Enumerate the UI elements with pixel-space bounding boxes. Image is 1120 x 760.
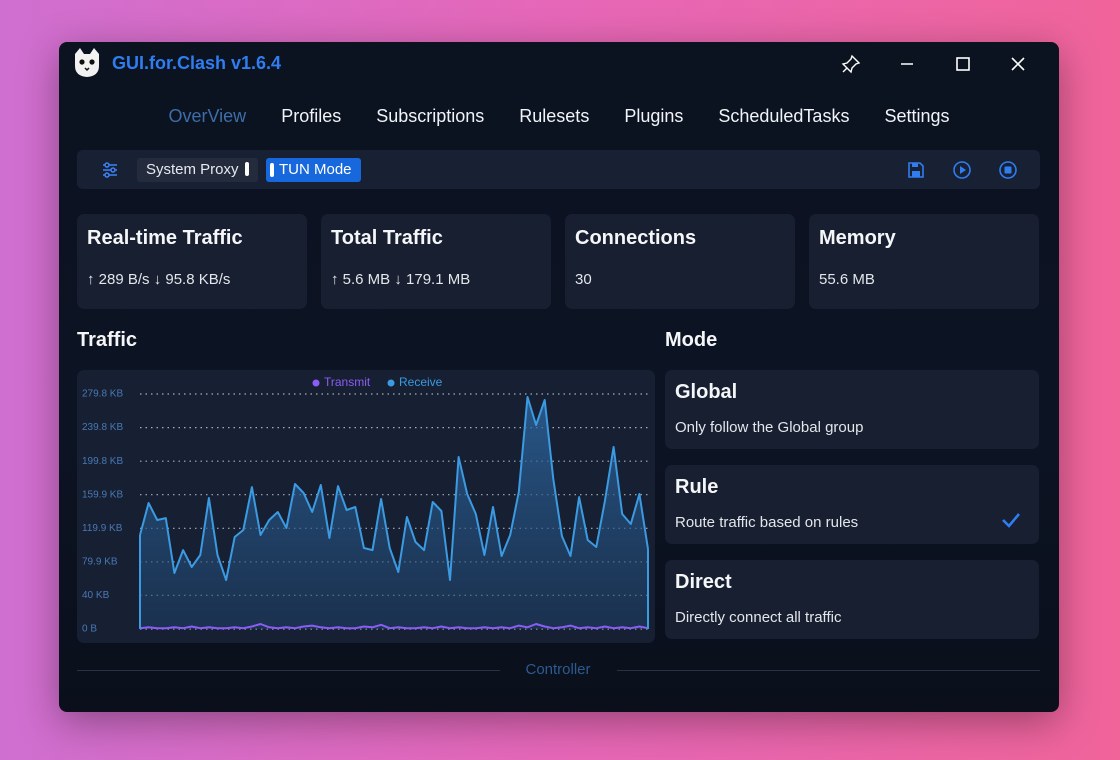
settings-icon[interactable] <box>100 160 120 180</box>
area-fill <box>140 397 648 629</box>
mode-description: Route traffic based on rules <box>675 514 859 531</box>
y-tick-label: 79.9 KB <box>82 557 118 568</box>
nav-item[interactable]: Subscriptions <box>376 106 485 126</box>
stop-button[interactable] <box>998 160 1018 180</box>
legend-label: Receive <box>399 375 443 389</box>
nav-item[interactable]: OverView <box>168 106 247 126</box>
card-value: 30 <box>575 271 592 288</box>
toggle-knob <box>244 162 249 176</box>
y-tick-label: 199.8 KB <box>82 456 123 467</box>
mode-description: Only follow the Global group <box>675 419 864 436</box>
app-window: GUI.for.Clash v1.6.4 OverView Profiles Sub… <box>59 42 1059 712</box>
card-value: ↑ 5.6 MB ↓ 179.1 MB <box>331 271 471 288</box>
card-title: Total Traffic <box>331 227 443 249</box>
tun-mode-label: TUN Mode <box>279 161 352 178</box>
close-button[interactable] <box>1008 54 1028 74</box>
controller-label: Controller <box>525 661 591 678</box>
app-title: GUI.for.Clash v1.6.4 <box>112 53 282 73</box>
card-value: ↑ 289 B/s ↓ 95.8 KB/s <box>87 271 231 288</box>
chart: 0 B 40 KB 79.9 KB 119.9 KB 159.9 KB 199.8 KB 2… <box>82 375 649 635</box>
legend-marker <box>312 379 320 387</box>
restart-button[interactable] <box>952 160 972 180</box>
chart-title: Traffic <box>77 329 138 351</box>
stat-card: Memory 55.6 MB <box>809 214 1039 309</box>
nav-item[interactable]: Profiles <box>281 106 342 126</box>
maximize-button[interactable] <box>953 54 973 74</box>
card-value: 55.6 MB <box>819 271 875 288</box>
y-tick-label: 119.9 KB <box>82 523 123 534</box>
controller-link[interactable]: Controller <box>59 661 1057 678</box>
card-title: Connections <box>575 227 697 249</box>
selected-check <box>1002 513 1020 528</box>
save-button[interactable] <box>906 160 926 180</box>
mode-title: Mode <box>665 329 718 351</box>
stat-card: Connections 30 <box>565 214 795 309</box>
nav-item[interactable]: Rulesets <box>519 106 590 126</box>
series-line <box>139 623 649 630</box>
y-tick-label: 279.8 KB <box>82 389 123 400</box>
tun-mode-toggle[interactable]: TUN Mode <box>266 158 361 182</box>
chart-panel: 0 B 40 KB 79.9 KB 119.9 KB 159.9 KB 199.8 KB 2… <box>77 370 655 643</box>
mode-option[interactable]: Global Only follow the Global group <box>665 370 1039 449</box>
toggle-knob <box>270 163 274 177</box>
mode-option[interactable]: Rule Route traffic based on rules <box>665 465 1039 544</box>
minimize-button[interactable] <box>897 54 917 74</box>
system-proxy-toggle[interactable]: System Proxy <box>137 158 258 182</box>
legend-marker <box>387 379 395 387</box>
divider <box>77 670 500 671</box>
series-line <box>139 396 649 581</box>
mode-name: Global <box>675 381 738 403</box>
y-tick-label: 239.8 KB <box>82 422 123 433</box>
card-title: Memory <box>819 227 896 249</box>
mode-description: Directly connect all traffic <box>675 609 842 626</box>
mode-option[interactable]: Direct Directly connect all traffic <box>665 560 1039 639</box>
app-logo <box>75 48 99 77</box>
mode-name: Rule <box>675 476 719 498</box>
y-tick-label: 40 KB <box>82 590 110 601</box>
nav-bar: OverView Profiles Subscriptions Rulesets Plu… <box>59 106 1059 127</box>
divider <box>617 670 1040 671</box>
y-tick-label: 159.9 KB <box>82 489 123 500</box>
system-proxy-label: System Proxy <box>146 161 239 178</box>
nav-item[interactable]: ScheduledTasks <box>718 106 850 126</box>
pin-button[interactable] <box>841 54 861 74</box>
nav-item[interactable]: Plugins <box>624 106 684 126</box>
stat-card: Total Traffic ↑ 5.6 MB ↓ 179.1 MB <box>321 214 551 309</box>
y-tick-label: 0 B <box>82 624 97 635</box>
stat-card: Real-time Traffic ↑ 289 B/s ↓ 95.8 KB/s <box>77 214 307 309</box>
legend-label: Transmit <box>324 375 371 389</box>
mode-name: Direct <box>675 571 732 593</box>
toolbar: System Proxy TUN Mode <box>77 150 1040 189</box>
nav-item[interactable]: Settings <box>884 106 950 126</box>
card-title: Real-time Traffic <box>87 227 243 249</box>
